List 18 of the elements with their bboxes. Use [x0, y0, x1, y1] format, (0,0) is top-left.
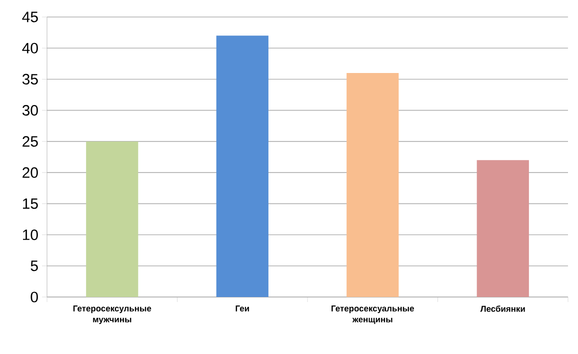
y-tick-label: 30: [22, 105, 38, 116]
y-tick-label: 20: [22, 167, 38, 178]
bar: [86, 141, 138, 297]
y-tick-label: 25: [22, 136, 38, 147]
y-tick-label: 10: [23, 229, 38, 240]
x-tick-label: Гетеросексуальные женщины: [332, 306, 414, 324]
x-tick-label: Лесбиянки: [480, 306, 525, 312]
x-tick-label: Гетеросексульные мужчины: [73, 306, 152, 324]
y-tick-label: 0: [30, 292, 38, 302]
bar: [346, 73, 399, 297]
y-tick-label: 45: [22, 12, 38, 22]
y-tick-label: 15: [23, 198, 38, 209]
y-tick-label: 40: [22, 42, 38, 54]
bar: [216, 36, 268, 297]
x-tick-label: Геи: [236, 306, 249, 312]
y-tick-label: 35: [22, 74, 38, 85]
y-tick-label: 5: [30, 260, 38, 272]
bar: [476, 160, 529, 297]
